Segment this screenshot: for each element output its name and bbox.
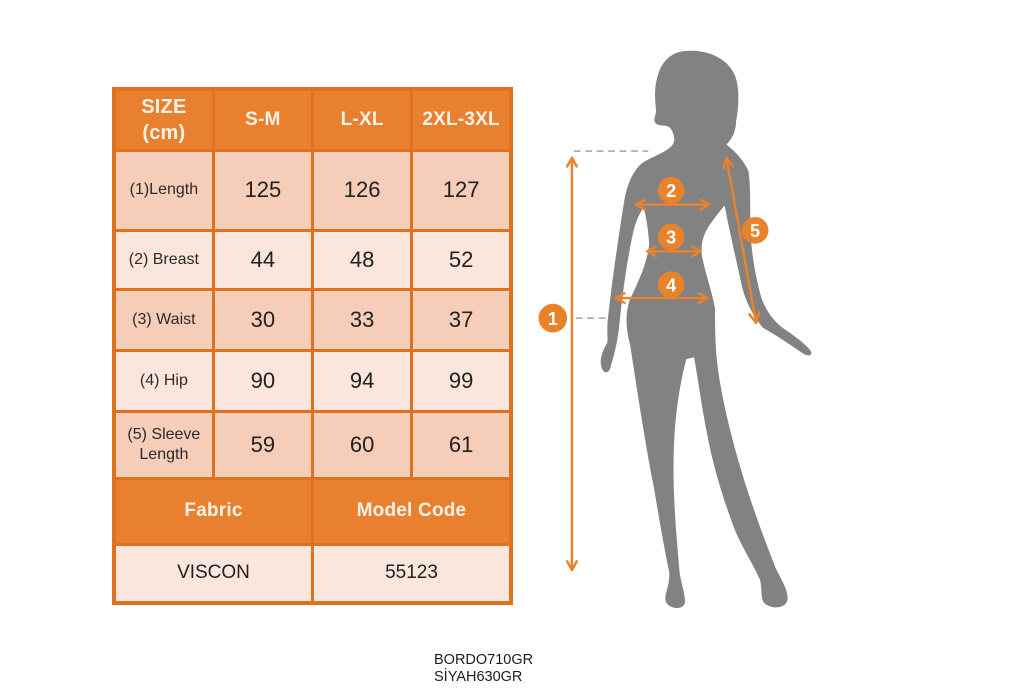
waist-arrow	[646, 245, 702, 258]
cell-length-s-m: 125	[211, 148, 315, 232]
fabric-value: VISCON	[112, 542, 314, 605]
marker-number-5: 5	[750, 221, 760, 241]
product-code-line-2: SİYAH630GR	[434, 669, 523, 685]
model-code-header: Model Code	[311, 476, 513, 546]
row-label-sleeve-length: (5) Sleeve Length	[112, 409, 215, 480]
size-chart-table: SIZE (cm) S-M L-XL 2XL-3XL (1)Length 125…	[112, 87, 513, 605]
marker-badge-1: 1	[538, 303, 568, 333]
product-code-line-1: BORDO710GR	[434, 652, 534, 668]
hip-arrow	[614, 292, 709, 305]
female-silhouette	[600, 50, 812, 609]
marker-badge-3: 3	[657, 223, 685, 251]
cell-sleeve-2xl-3xl: 61	[410, 409, 513, 480]
row-label-hip: (4) Hip	[112, 348, 215, 413]
marker-number-1: 1	[548, 309, 558, 329]
marker-number-2: 2	[666, 181, 676, 201]
cell-length-l-xl: 126	[310, 148, 414, 232]
fabric-value-row: VISCON 55123	[112, 542, 513, 605]
cell-breast-s-m: 44	[211, 228, 315, 291]
length-arrow	[565, 156, 578, 572]
marker-number-3: 3	[666, 228, 676, 248]
row-label-length: (1)Length	[112, 148, 215, 232]
product-color-codes: BORDO710GR SİYAH630GR	[434, 652, 533, 686]
cell-sleeve-s-m: 59	[211, 409, 315, 480]
cell-breast-2xl-3xl: 52	[410, 228, 513, 291]
table-row-hip: (4) Hip 90 94 99	[112, 348, 513, 413]
marker-badge-2: 2	[657, 176, 685, 204]
sleeve-arrow	[722, 156, 761, 325]
cell-breast-l-xl: 48	[310, 228, 414, 291]
table-row-waist: (3) Waist 30 33 37	[112, 287, 513, 352]
breast-arrow	[634, 198, 711, 211]
model-code-value: 55123	[311, 542, 513, 605]
marker-badge-4: 4	[657, 271, 685, 299]
table-row-sleeve-length: (5) Sleeve Length 59 60 61	[112, 409, 513, 480]
column-header-2xl-3xl: 2XL-3XL	[410, 87, 513, 152]
cell-hip-l-xl: 94	[310, 348, 414, 413]
header-row: SIZE (cm) S-M L-XL 2XL-3XL	[112, 87, 513, 152]
marker-number-4: 4	[666, 275, 676, 295]
table-row-breast: (2) Breast 44 48 52	[112, 228, 513, 291]
row-label-breast: (2) Breast	[112, 228, 215, 291]
cell-waist-2xl-3xl: 37	[410, 287, 513, 352]
cell-waist-s-m: 30	[211, 287, 315, 352]
body-measurement-figure: 1 2 3 4 5	[538, 50, 812, 609]
row-label-waist: (3) Waist	[112, 287, 215, 352]
cell-hip-2xl-3xl: 99	[410, 348, 513, 413]
column-header-l-xl: L-XL	[310, 87, 414, 152]
table-row-length: (1)Length 125 126 127	[112, 148, 513, 232]
cell-sleeve-l-xl: 60	[310, 409, 414, 480]
cell-waist-l-xl: 33	[310, 287, 414, 352]
fabric-header-row: Fabric Model Code	[112, 476, 513, 546]
cell-length-2xl-3xl: 127	[410, 148, 513, 232]
column-header-s-m: S-M	[211, 87, 315, 152]
marker-badge-5: 5	[741, 216, 769, 244]
size-unit-header: SIZE (cm)	[112, 87, 215, 152]
cell-hip-s-m: 90	[211, 348, 315, 413]
fabric-header: Fabric	[112, 476, 314, 546]
